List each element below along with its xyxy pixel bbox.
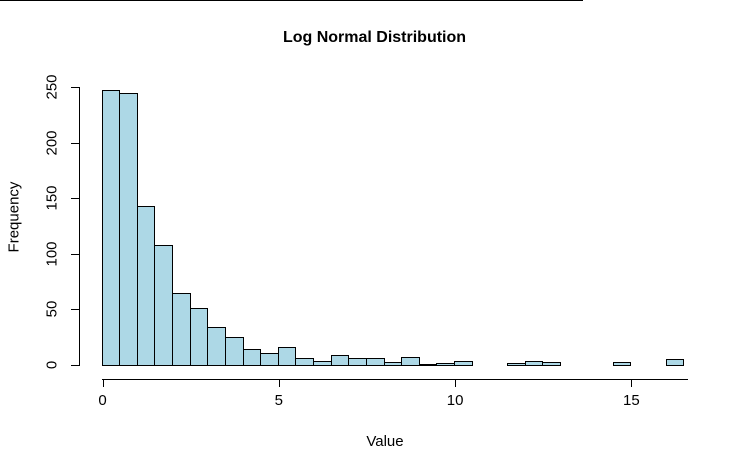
histogram-bar (330, 354, 350, 366)
histogram-bar (418, 363, 438, 366)
histogram-bar (172, 292, 191, 366)
x-tick-label: 5 (274, 392, 283, 409)
y-tick-label: 250 (43, 74, 61, 100)
histogram-bar (119, 92, 138, 366)
x-tick-mark (102, 379, 104, 387)
histogram-bar (136, 205, 156, 366)
histogram-bar (612, 361, 632, 366)
histogram-bar (383, 361, 403, 366)
histogram-bar (207, 327, 226, 366)
histogram-bar (401, 357, 420, 366)
y-tick-label: 0 (43, 360, 61, 370)
y-tick-mark (71, 198, 79, 200)
x-axis-title: Value (366, 433, 404, 450)
chart-title: Log Normal Distribution (282, 29, 467, 46)
x-tick-mark (278, 379, 280, 387)
histogram-bar (665, 359, 685, 366)
histogram-bar (542, 361, 561, 366)
histogram-bar (348, 358, 367, 366)
histogram-bar (524, 360, 544, 366)
histogram-bar (189, 308, 209, 366)
histogram-bar (277, 347, 297, 366)
x-axis-line (102, 379, 688, 380)
histogram-bar (101, 90, 121, 366)
histogram-bar (242, 349, 262, 366)
y-tick-mark (71, 365, 79, 366)
x-tick-label: 10 (446, 392, 464, 409)
x-tick-mark (455, 379, 457, 387)
y-tick-mark (71, 253, 79, 255)
histogram-bar (436, 362, 456, 366)
histogram-bar (506, 362, 526, 366)
histogram-bar (224, 337, 244, 366)
histogram-bar (313, 360, 332, 366)
x-tick-mark (631, 379, 633, 387)
y-tick-label: 200 (43, 130, 61, 156)
y-tick-mark (71, 142, 79, 144)
histogram-bar (295, 358, 315, 366)
histogram-baseline (0, 0, 583, 1)
y-tick-label: 150 (43, 185, 61, 211)
y-tick-label: 50 (43, 301, 61, 318)
x-tick-label: 15 (623, 392, 640, 409)
y-tick-mark (71, 309, 79, 311)
y-tick-label: 100 (43, 241, 61, 267)
y-axis-title: Frequency (5, 181, 23, 253)
histogram-bar (260, 352, 279, 366)
histogram-bar (365, 358, 385, 366)
y-tick-mark (71, 87, 79, 88)
histogram-bar (454, 360, 473, 366)
histogram-bar (154, 244, 173, 366)
y-axis-line (79, 87, 80, 366)
x-tick-label: 0 (98, 392, 107, 409)
